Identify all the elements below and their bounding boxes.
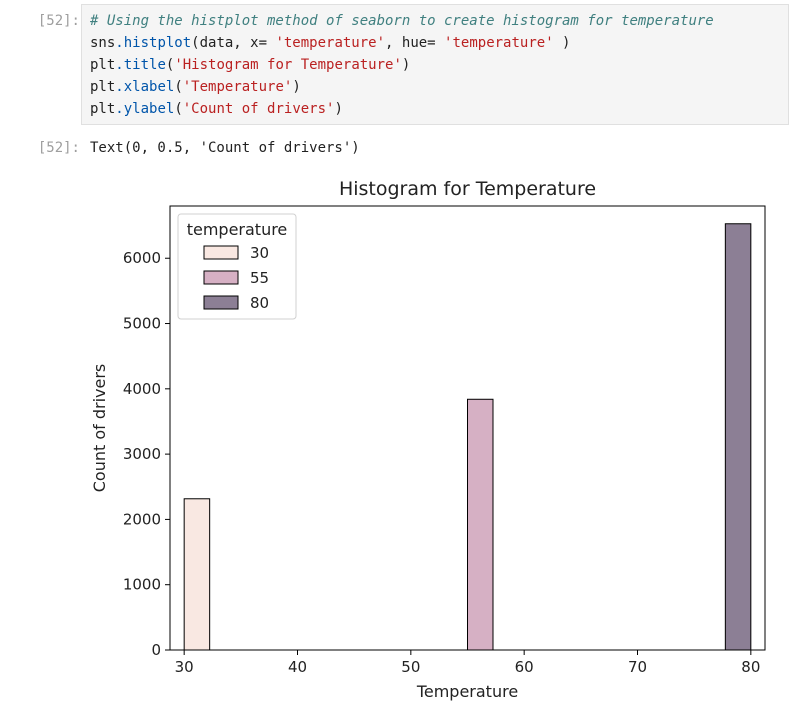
- legend-swatch-80: [203, 295, 239, 310]
- x-axis-label: Temperature: [416, 682, 518, 701]
- y-tick-label: 0: [151, 641, 161, 659]
- y-tick-label: 4000: [123, 380, 161, 398]
- input-prompt: [52]:: [37, 13, 80, 29]
- x-tick-label: 30: [175, 658, 194, 676]
- legend-label-80: 80: [250, 294, 269, 312]
- chart-title: Histogram for Temperature: [339, 178, 596, 200]
- output-prompt: [52]:: [37, 140, 80, 156]
- output-text: Text(0, 0.5, 'Count of drivers'): [90, 140, 360, 156]
- legend-swatch-30: [203, 245, 239, 260]
- x-tick-label: 80: [741, 658, 760, 676]
- legend-title: temperature: [187, 220, 288, 239]
- code-cell[interactable]: # Using the histplot method of seaborn t…: [81, 4, 789, 125]
- code-line-2: sns.histplot(data, x= 'temperature', hue…: [90, 35, 571, 51]
- x-tick-label: 70: [628, 658, 647, 676]
- legend-label-30: 30: [250, 244, 269, 262]
- x-tick-label: 50: [401, 658, 420, 676]
- y-tick-label: 1000: [123, 576, 161, 594]
- code-line-1: # Using the histplot method of seaborn t…: [90, 13, 714, 29]
- bar-80: [724, 223, 752, 651]
- plot-frame: [169, 205, 766, 651]
- y-tick-label: 3000: [123, 445, 161, 463]
- legend-box: [177, 213, 297, 320]
- y-tick-label: 2000: [123, 510, 161, 528]
- y-tick-label: 5000: [123, 315, 161, 333]
- legend-swatch-55: [203, 270, 239, 285]
- bar-55: [467, 398, 494, 651]
- x-tick-label: 60: [515, 658, 534, 676]
- y-axis-label: Count of drivers: [90, 364, 109, 493]
- x-tick-label: 40: [288, 658, 307, 676]
- y-tick-label: 6000: [123, 249, 161, 267]
- code-line-5: plt.ylabel('Count of drivers'): [90, 101, 343, 117]
- code-line-3: plt.title('Histogram for Temperature'): [90, 57, 411, 73]
- bar-30: [183, 498, 211, 651]
- code-line-4: plt.xlabel('Temperature'): [90, 79, 301, 95]
- legend-label-55: 55: [250, 269, 269, 287]
